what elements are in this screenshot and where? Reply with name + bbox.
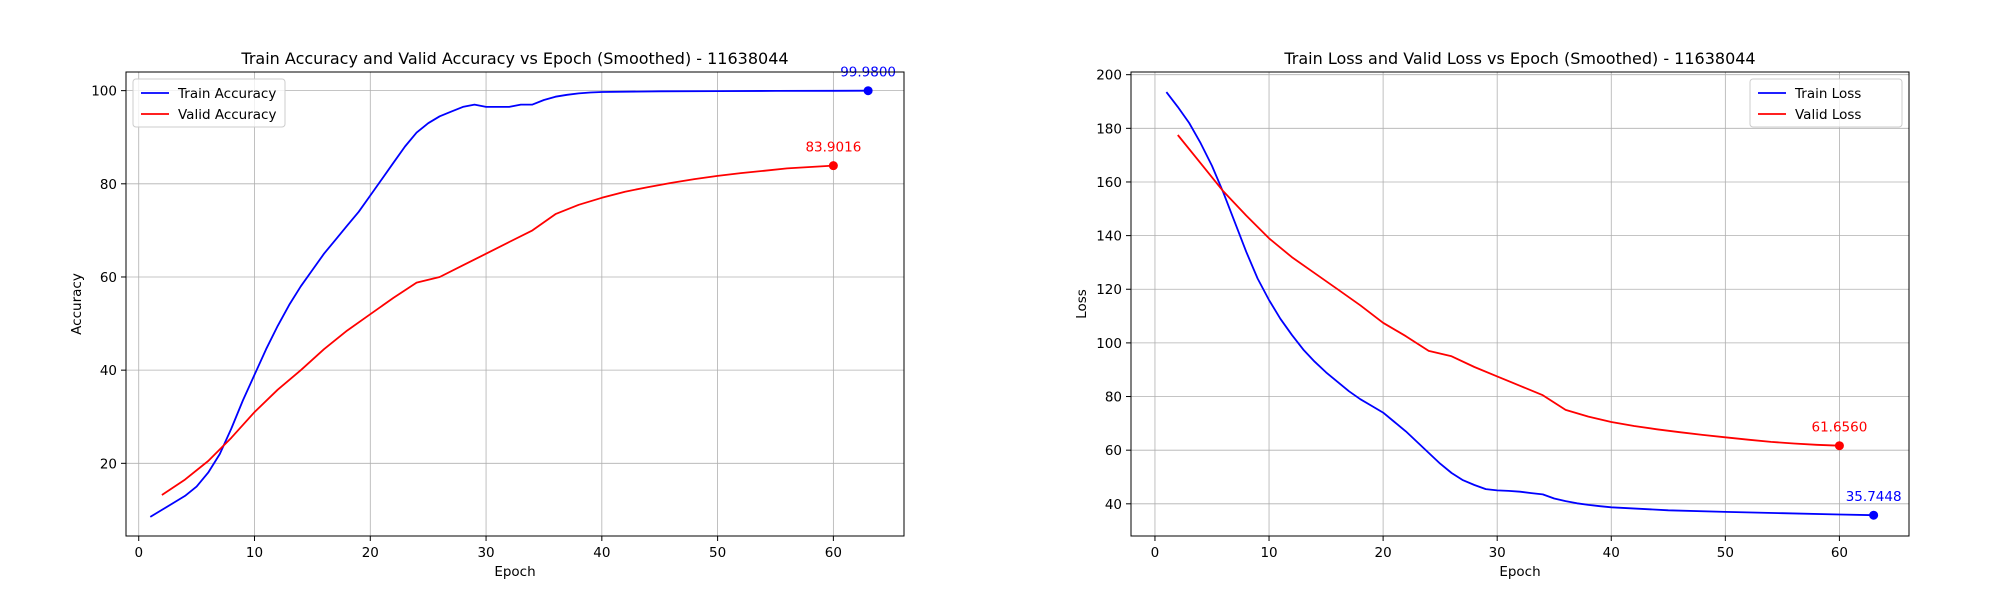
x-tick-label: 20	[362, 545, 379, 561]
y-axis-label: Accuracy	[69, 273, 85, 335]
y-tick-label: 20	[100, 456, 117, 472]
x-axis-label: Epoch	[1499, 564, 1540, 580]
y-tick-label: 40	[1105, 497, 1122, 513]
x-axis-label: Epoch	[494, 564, 535, 580]
legend-box	[132, 78, 286, 128]
x-tick-label: 20	[1375, 545, 1392, 561]
x-tick-label: 10	[246, 545, 263, 561]
x-tick-label: 50	[709, 545, 726, 561]
x-tick-label: 60	[1831, 545, 1848, 561]
legend-label-1: Valid Accuracy	[178, 107, 276, 123]
end-label-1: 61.6560	[1811, 420, 1867, 436]
x-tick-label: 40	[1603, 545, 1620, 561]
x-tick-label: 10	[1260, 545, 1277, 561]
x-tick-label: 0	[134, 545, 143, 561]
x-tick-label: 30	[1489, 545, 1506, 561]
series-line-1	[1177, 134, 1840, 447]
chart-title: Train Accuracy and Valid Accuracy vs Epo…	[240, 49, 788, 68]
y-tick-label: 120	[1096, 282, 1122, 298]
series-line-0	[1165, 91, 1874, 517]
end-point-1	[1834, 441, 1844, 451]
y-tick-label: 140	[1096, 229, 1122, 245]
x-tick-label: 60	[825, 545, 842, 561]
loss-chart: 35.7448 61.6560 0 10 20 30 40 50 60 40 60 80 100 120 1…	[1074, 49, 1910, 580]
end-label-1: 83.9016	[805, 140, 861, 156]
chart-title: Train Loss and Valid Loss vs Epoch (Smoo…	[1283, 49, 1755, 68]
y-tick-label: 180	[1096, 121, 1122, 137]
x-tick-label: 30	[477, 545, 494, 561]
end-point-0	[1869, 510, 1879, 520]
x-tick-label: 40	[593, 545, 610, 561]
y-tick-label: 160	[1096, 175, 1122, 191]
end-point-1	[828, 161, 838, 171]
series-line-0	[149, 89, 869, 518]
x-tick-label: 50	[1717, 545, 1734, 561]
y-tick-label: 60	[1105, 443, 1122, 459]
x-tick-label: 0	[1151, 545, 1160, 561]
end-label-0: 35.7448	[1846, 489, 1902, 505]
plot-frame	[1130, 71, 1910, 537]
y-tick-label: 100	[1096, 336, 1122, 352]
legend: Train Accuracy Valid Accuracy	[132, 78, 286, 128]
y-tick-label: 100	[91, 84, 117, 100]
series-line-1	[161, 164, 834, 496]
accuracy-chart: 99.9800 83.9016 0 10 20 30 40 50 60 20 40 60 80 100 Tr…	[69, 49, 905, 580]
end-point-0	[863, 86, 873, 96]
plot-frame	[125, 71, 905, 537]
legend-label-0: Train Accuracy	[177, 86, 276, 102]
y-tick-label: 80	[100, 177, 117, 193]
y-tick-label: 200	[1096, 68, 1122, 84]
legend-label-0: Train Loss	[1794, 86, 1861, 102]
y-tick-label: 40	[100, 363, 117, 379]
end-label-0: 99.9800	[840, 65, 896, 81]
y-axis-label: Loss	[1074, 289, 1090, 319]
legend-label-1: Valid Loss	[1795, 107, 1861, 123]
legend: Train Loss Valid Loss	[1749, 78, 1903, 128]
y-tick-label: 60	[100, 270, 117, 286]
y-tick-label: 80	[1105, 390, 1122, 406]
legend-box	[1749, 78, 1903, 128]
